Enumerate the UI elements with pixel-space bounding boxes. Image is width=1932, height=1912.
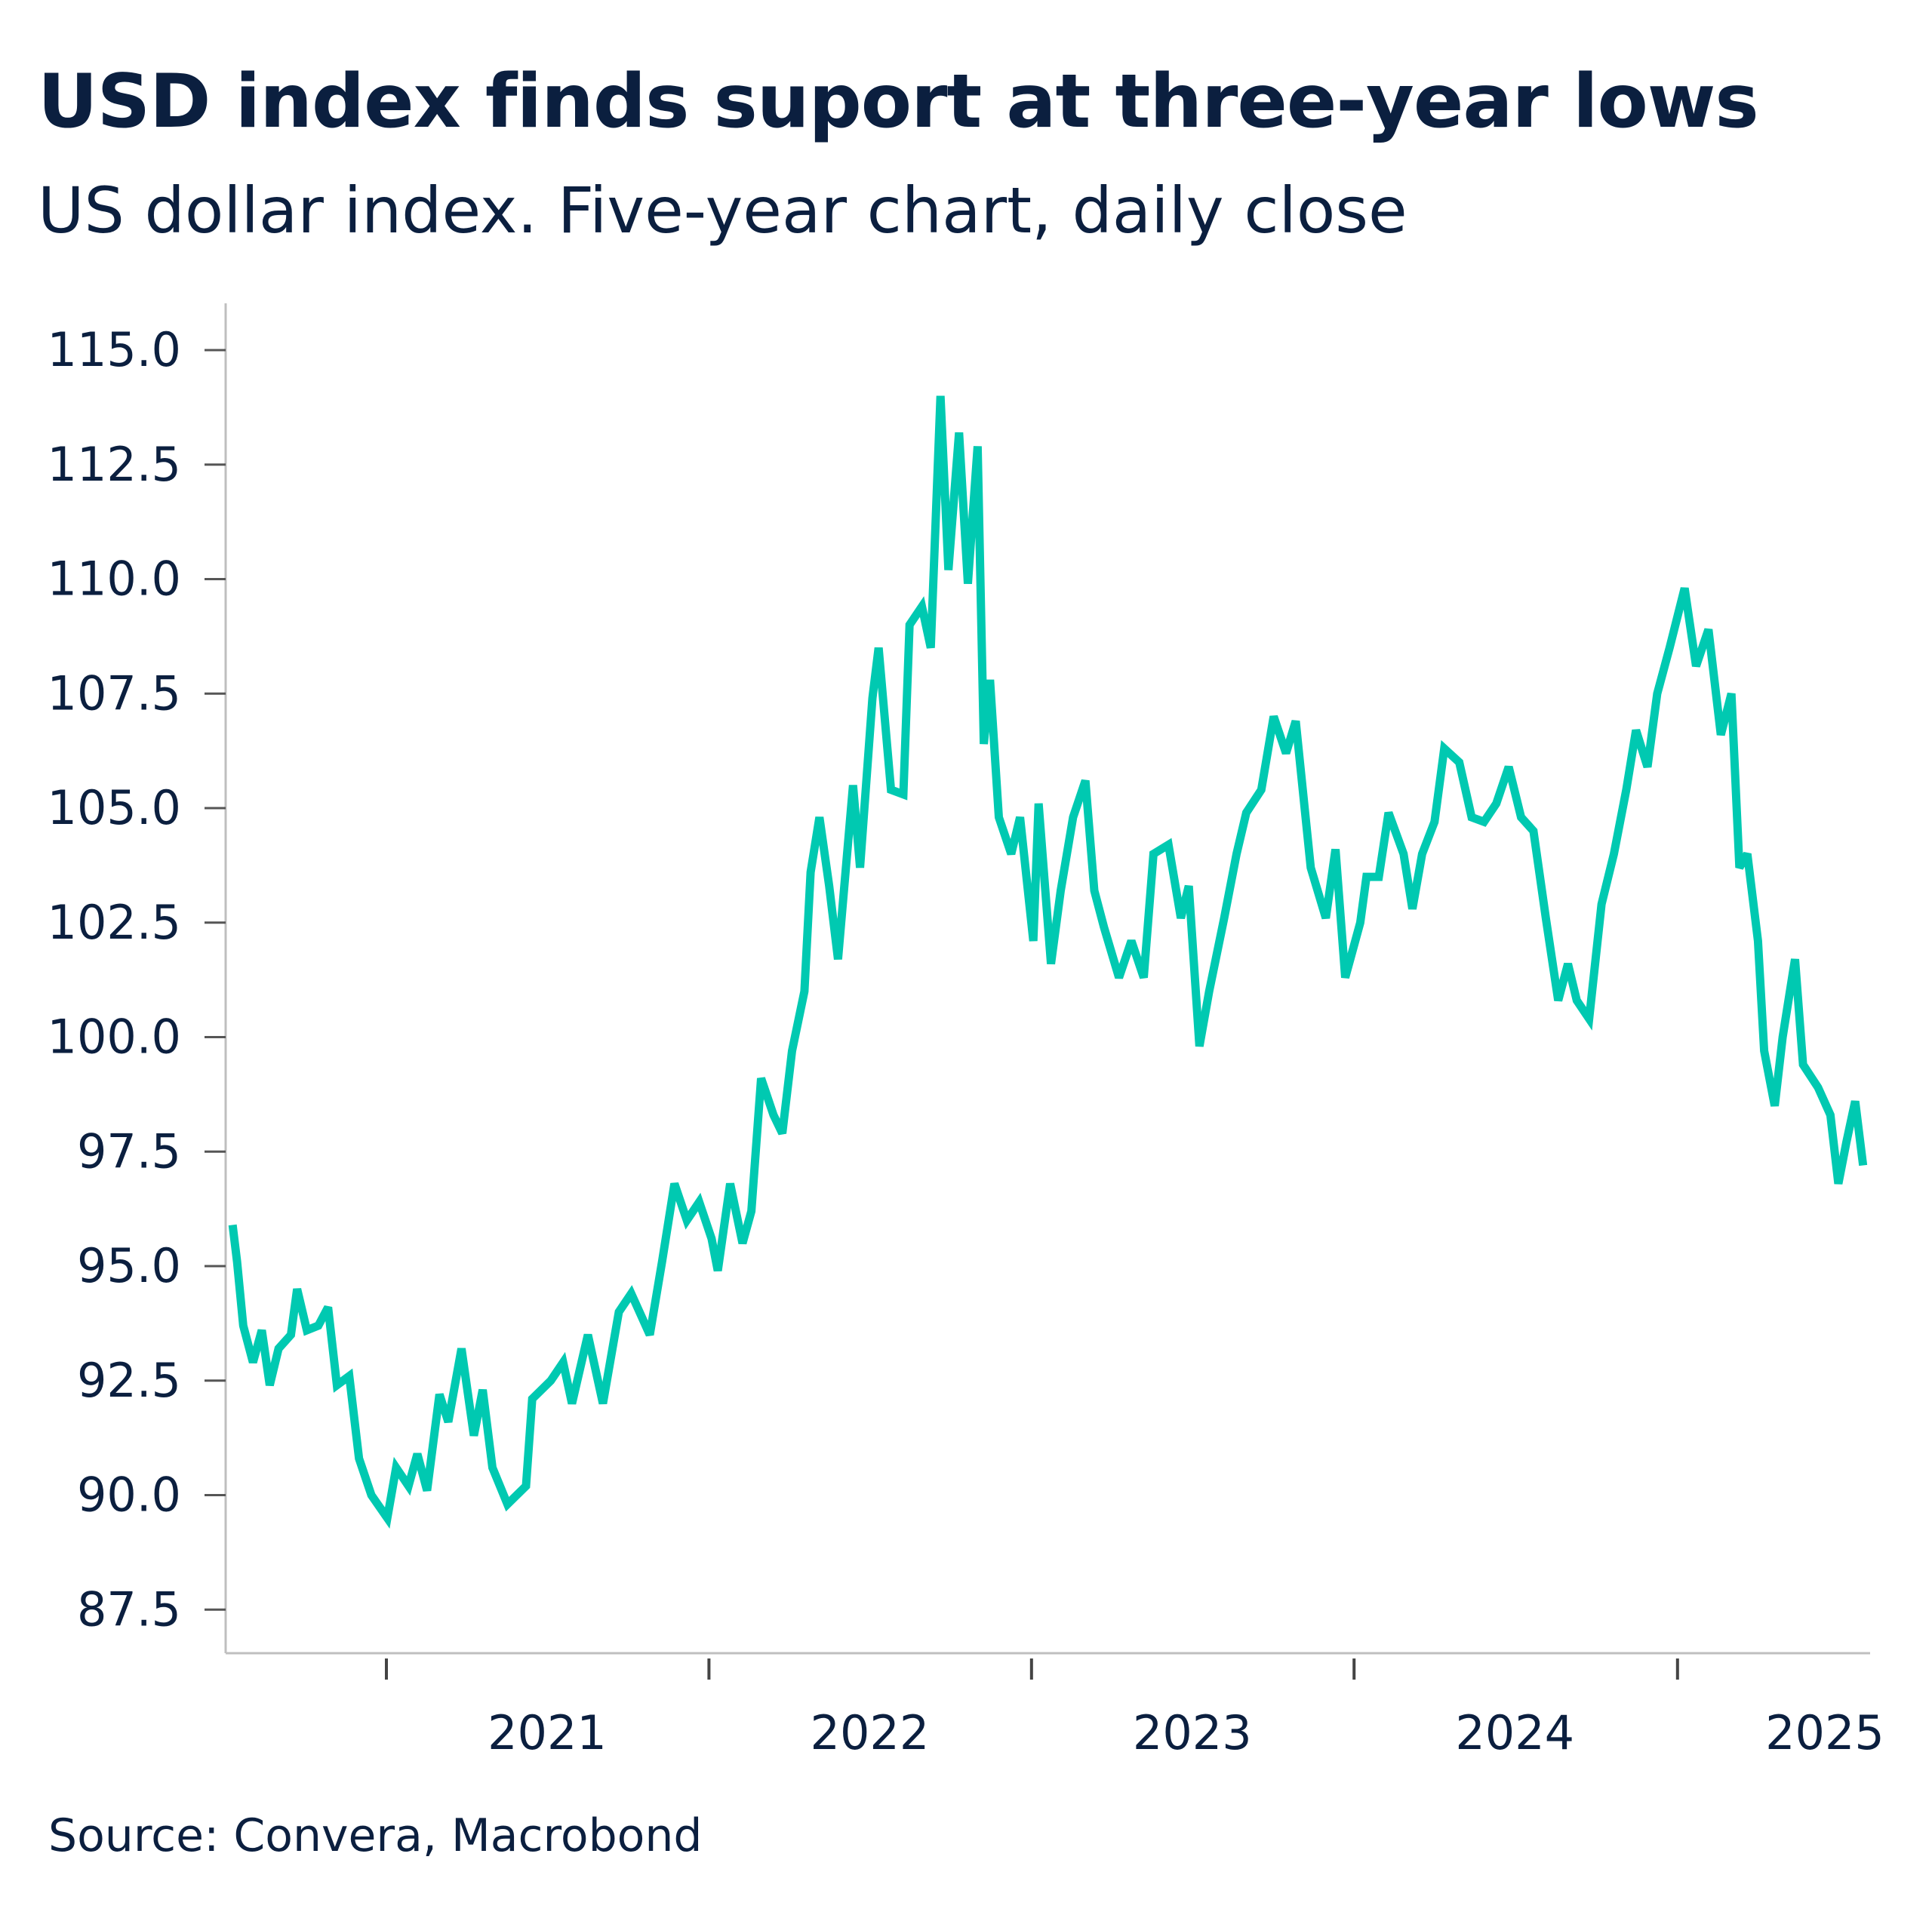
y-tick-label: 95.0 (77, 1238, 181, 1293)
usd-index-line (228, 395, 1868, 1529)
y-tick-label: 107.5 (48, 666, 182, 721)
y-tick-label: 102.5 (48, 895, 182, 950)
chart-subtitle: US dollar index. Five-year chart, daily … (38, 174, 1407, 247)
y-tick-label: 100.0 (48, 1010, 182, 1065)
chart-title: USD index finds suport at three-year low… (38, 59, 1759, 145)
x-tick-label: 2023 (1133, 1705, 1252, 1760)
y-tick-label: 112.5 (48, 437, 182, 492)
x-tick-label: 2021 (488, 1705, 607, 1760)
series-group (228, 395, 1868, 1529)
x-axis: 2021 2022 2023 2024 2025 (226, 1652, 1884, 1760)
x-tick-label: 2022 (811, 1705, 930, 1760)
y-tick-label: 87.5 (77, 1582, 181, 1637)
y-tick-label: 92.5 (77, 1353, 181, 1408)
y-tick-label: 115.0 (48, 322, 182, 377)
y-tick-label: 110.0 (48, 552, 182, 607)
y-tick-label: 105.0 (48, 780, 182, 835)
x-tick-label: 2025 (1765, 1705, 1884, 1760)
source-note: Source: Convera, Macrobond (48, 1809, 703, 1862)
y-tick-label: 97.5 (77, 1124, 181, 1179)
x-tick-label: 2024 (1455, 1705, 1574, 1760)
y-axis: 87.5 90.0 92.5 95.0 97.5 100.0 102.5 105.0 107.5… (48, 303, 227, 1653)
y-tick-label: 90.0 (77, 1468, 181, 1523)
